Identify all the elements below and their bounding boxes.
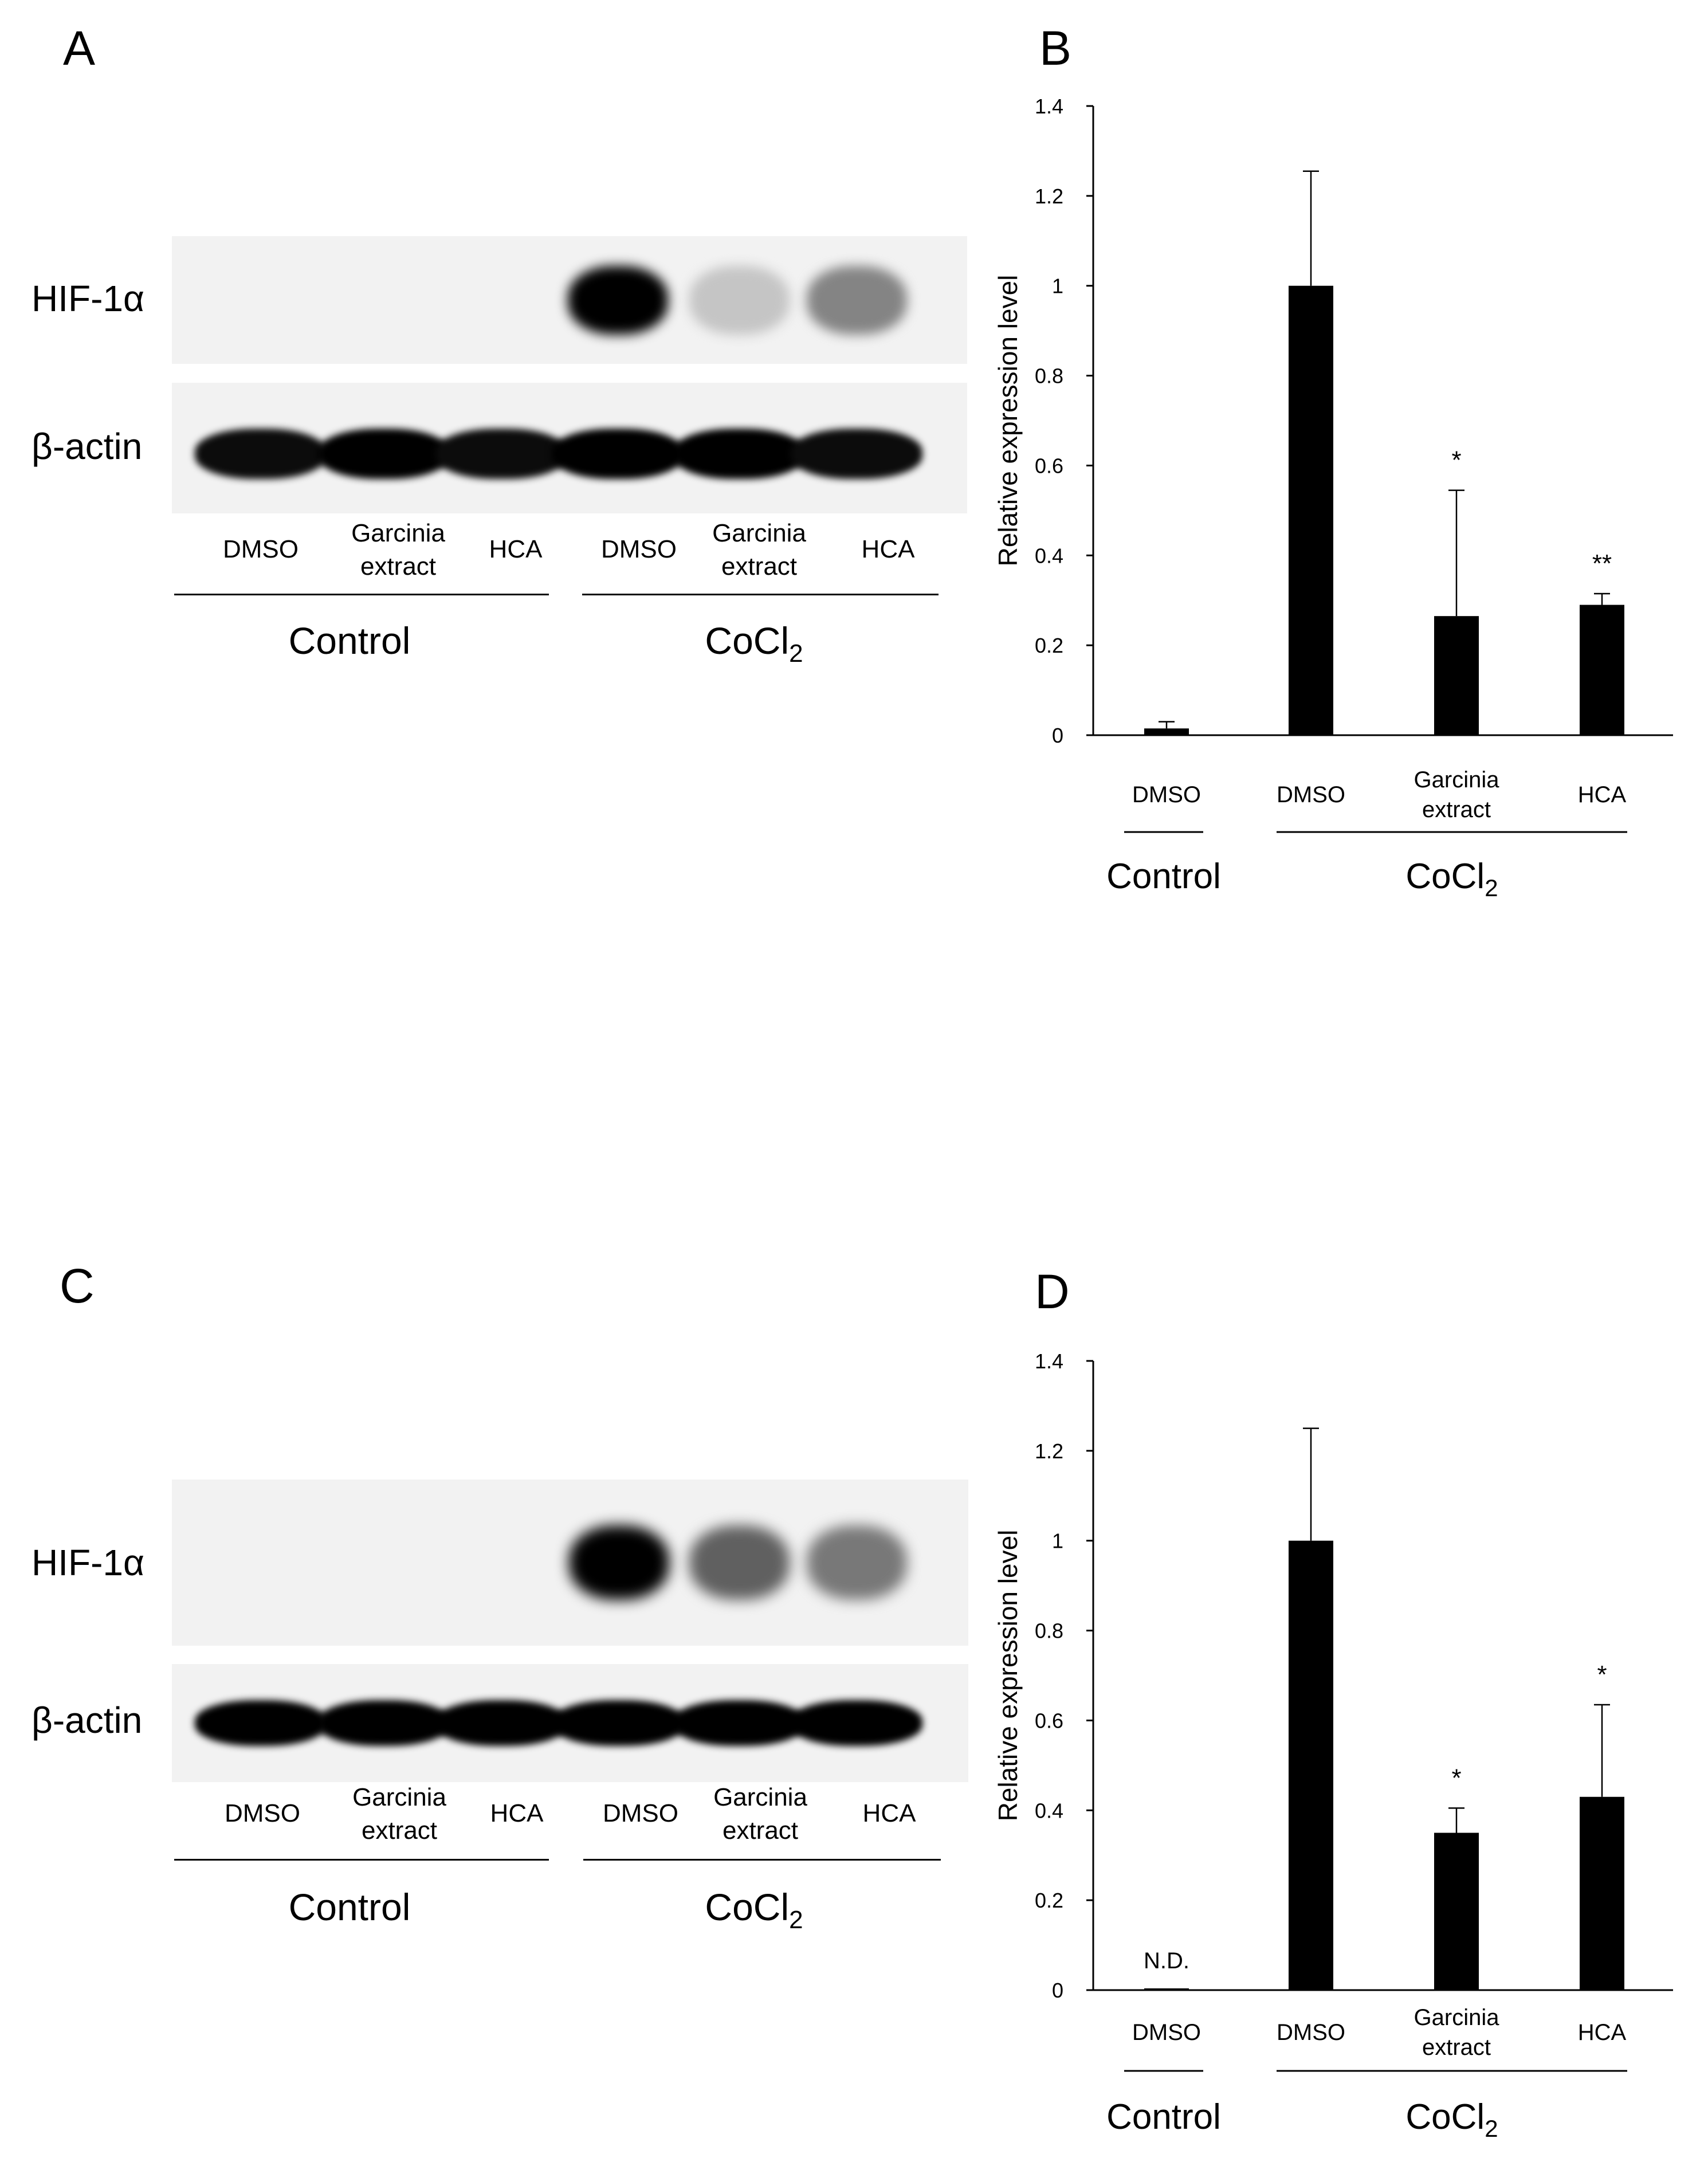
category-label: extract: [1422, 797, 1491, 822]
group-label-cocl2: CoCl2: [1405, 857, 1498, 901]
category-label: HCA: [1578, 2020, 1627, 2045]
blot-band: [553, 1700, 685, 1746]
group-label-cocl2: CoCl2: [705, 619, 803, 668]
bar: [1289, 285, 1333, 735]
lane-label: Garcinia extract: [713, 1783, 807, 1845]
group-label-control: Control: [1106, 857, 1221, 896]
y-tick-label: 0.4: [1035, 544, 1063, 567]
bar: [1580, 605, 1624, 735]
lane-label: DMSO: [225, 1799, 300, 1827]
y-tick-label: 0.8: [1035, 1619, 1063, 1643]
category-label: DMSO: [1132, 2020, 1201, 2045]
bar: [1144, 1988, 1189, 1990]
lane-label: HCA: [489, 535, 543, 563]
group-line-treatment: [583, 1859, 941, 1861]
bar-chart: 0 0.2 0.4 0.6 0.8 1 1.2 1.4 Relative expression …: [993, 95, 1673, 901]
blot-band: [689, 265, 790, 335]
significance-marker: *: [1597, 1661, 1607, 1689]
significance-marker: *: [1451, 446, 1461, 474]
y-tick-label: 1: [1052, 1529, 1063, 1553]
group-label-control: Control: [288, 1886, 411, 1928]
blot-band: [435, 1700, 567, 1746]
blot-band: [318, 429, 450, 479]
protein-label-hif: HIF-1α: [32, 1542, 144, 1583]
actin-blot-strip: [172, 383, 967, 513]
category-label: DMSO: [1277, 782, 1345, 807]
blot-band: [195, 429, 327, 479]
y-tick-label: 0.4: [1035, 1799, 1063, 1822]
blot-band: [435, 429, 567, 479]
annotation-nd: N.D.: [1144, 1948, 1189, 1973]
protein-label-actin: β-actin: [32, 1700, 143, 1741]
group-line-control: [174, 594, 549, 595]
y-tick-label: 0: [1052, 1979, 1063, 2002]
y-tick-label: 0.2: [1035, 634, 1063, 657]
bar: [1434, 1833, 1479, 1990]
group-label-control: Control: [1106, 2097, 1221, 2137]
lane-label: Garcinia extract: [352, 1783, 446, 1845]
bar: [1144, 728, 1189, 735]
y-axis-title: Relative expression level: [993, 275, 1023, 567]
blot-band: [318, 1700, 450, 1746]
category-label: extract: [1422, 2035, 1491, 2060]
y-tick-label: 1.4: [1035, 1349, 1063, 1373]
y-tick-label: 0.6: [1035, 1709, 1063, 1732]
hif-blot-strip: [172, 236, 967, 364]
lane-label: DMSO: [603, 1799, 678, 1827]
blot-band: [568, 1525, 669, 1600]
group-line-treatment: [582, 594, 939, 595]
group-line-control: [174, 1859, 549, 1861]
y-tick-label: 1.2: [1035, 1439, 1063, 1463]
significance-marker: **: [1592, 550, 1612, 578]
actin-blot-strip: [172, 1664, 968, 1782]
blot-band: [689, 1525, 790, 1600]
panel-letter-b: B: [1039, 21, 1072, 75]
group-label-control: Control: [288, 619, 411, 662]
protein-label-hif: HIF-1α: [32, 278, 144, 319]
lane-label: DMSO: [601, 535, 677, 563]
group-label-cocl2: CoCl2: [1405, 2097, 1498, 2142]
category-label: DMSO: [1132, 782, 1201, 807]
y-tick-label: 0.8: [1035, 364, 1063, 388]
lane-label: Garcinia extract: [712, 519, 806, 580]
y-tick-label: 1: [1052, 274, 1063, 298]
group-label-cocl2: CoCl2: [705, 1886, 803, 1935]
blot-band: [791, 1700, 922, 1746]
blot-band: [806, 265, 907, 335]
y-tick-label: 1.4: [1035, 95, 1063, 118]
bar: [1434, 616, 1479, 735]
lane-label: HCA: [490, 1799, 544, 1827]
panel-letter-d: D: [1035, 1265, 1070, 1319]
bar: [1289, 1540, 1333, 1990]
lane-label: HCA: [862, 1799, 916, 1827]
blot-band: [195, 1700, 327, 1746]
blot-band: [673, 429, 805, 479]
blot-band: [552, 429, 684, 479]
y-tick-label: 0.2: [1035, 1889, 1063, 1912]
panel-letter-c: C: [60, 1259, 95, 1313]
blot-band: [791, 429, 922, 479]
protein-label-actin: β-actin: [32, 426, 143, 467]
y-tick-label: 0.6: [1035, 454, 1063, 477]
blot-band: [567, 265, 668, 335]
bar-chart: 0 0.2 0.4 0.6 0.8 1 1.2 1.4 Relative expression …: [993, 1349, 1673, 2142]
category-label: Garcinia: [1414, 2005, 1500, 2030]
category-label: HCA: [1578, 782, 1627, 807]
lane-label: Garcinia extract: [351, 519, 445, 580]
y-tick-label: 0: [1052, 724, 1063, 747]
blot-band: [673, 1700, 805, 1746]
category-label: DMSO: [1277, 2020, 1345, 2045]
lane-label: HCA: [861, 535, 915, 563]
panel-letter-a: A: [63, 21, 96, 75]
y-tick-label: 1.2: [1035, 185, 1063, 208]
bar: [1580, 1796, 1624, 1990]
y-axis-title: Relative expression level: [993, 1530, 1023, 1822]
category-label: Garcinia: [1414, 767, 1500, 792]
hif-blot-strip: [172, 1480, 968, 1646]
blot-band: [806, 1525, 907, 1600]
significance-marker: *: [1451, 1764, 1461, 1792]
lane-label: DMSO: [223, 535, 299, 563]
